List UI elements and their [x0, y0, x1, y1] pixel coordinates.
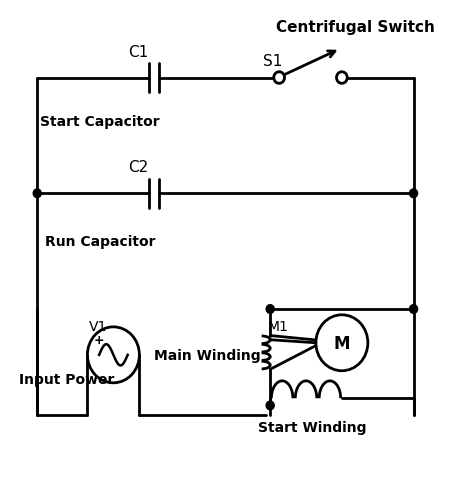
- Text: S1: S1: [262, 54, 282, 69]
- Text: Centrifugal Switch: Centrifugal Switch: [275, 20, 434, 35]
- Text: Input Power: Input Power: [19, 372, 114, 386]
- Text: +: +: [94, 333, 104, 346]
- Text: M1: M1: [268, 319, 288, 333]
- Circle shape: [409, 305, 417, 314]
- Circle shape: [33, 190, 41, 198]
- Circle shape: [409, 190, 417, 198]
- Text: C1: C1: [127, 45, 148, 60]
- Text: V1: V1: [88, 319, 106, 333]
- Text: C2: C2: [127, 160, 148, 175]
- Text: M: M: [333, 334, 349, 352]
- Text: Main Winding: Main Winding: [154, 348, 260, 362]
- Text: Start Capacitor: Start Capacitor: [40, 115, 159, 129]
- Circle shape: [266, 305, 273, 314]
- Text: Run Capacitor: Run Capacitor: [45, 235, 155, 249]
- Text: Start Winding: Start Winding: [258, 420, 366, 434]
- Circle shape: [266, 401, 273, 410]
